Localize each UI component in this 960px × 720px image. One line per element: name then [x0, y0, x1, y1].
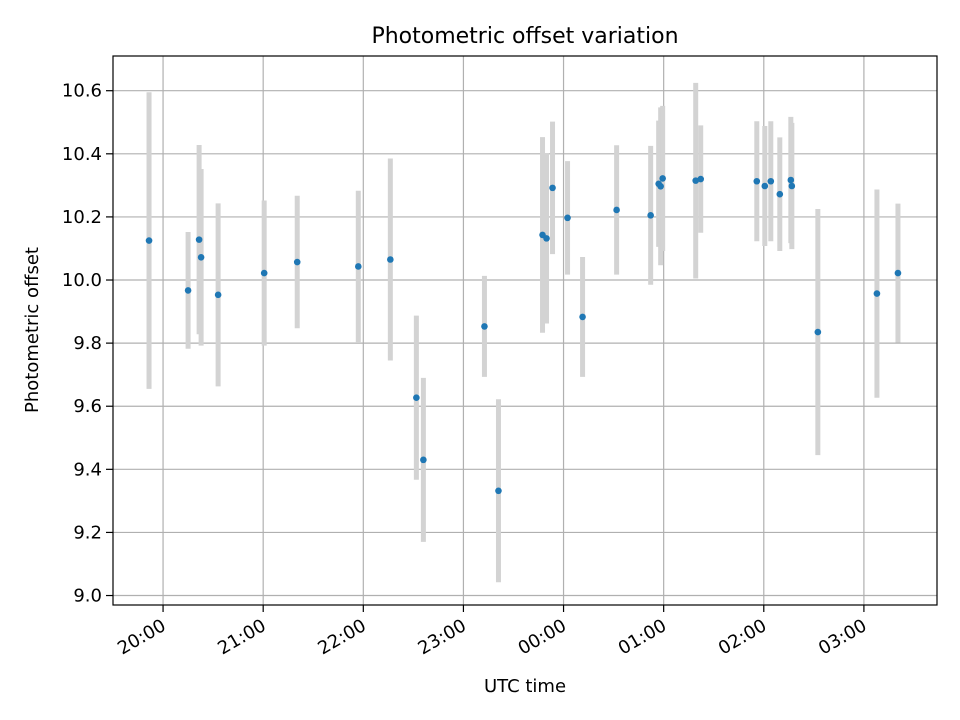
y-tick-label: 10.6	[62, 81, 102, 102]
data-point	[420, 456, 427, 464]
data-point	[659, 175, 666, 182]
data-point	[481, 323, 488, 330]
data-point	[495, 487, 502, 495]
y-tick-label: 10.0	[62, 270, 102, 291]
data-point	[647, 212, 654, 219]
data-point	[873, 290, 881, 297]
plot-frame	[112, 55, 938, 606]
data-point	[753, 177, 761, 185]
y-axis-ticks: 9.0 9.2 9.4 9.6 9.8 10.0 10.2 10.4 10.6	[62, 81, 113, 607]
data-point	[543, 235, 550, 242]
grid-lines	[113, 56, 937, 605]
y-tick-label: 9.2	[73, 522, 102, 543]
y-tick-label: 10.2	[62, 207, 102, 228]
data-point	[692, 177, 700, 184]
data-point	[613, 206, 620, 214]
data-point	[657, 183, 664, 190]
y-tick-label: 9.8	[73, 333, 102, 354]
data-points	[145, 175, 902, 495]
data-point	[776, 190, 784, 198]
data-point	[413, 394, 420, 402]
chart-title: Photometric offset variation	[371, 24, 678, 49]
x-axis-label: UTC time	[484, 676, 566, 697]
data-point	[260, 269, 268, 277]
data-point	[788, 182, 796, 190]
data-point	[145, 237, 153, 244]
data-point	[761, 182, 769, 190]
data-point	[387, 256, 394, 263]
y-tick-label: 10.4	[62, 144, 102, 165]
data-point	[354, 263, 362, 270]
y-tick-label: 9.6	[73, 396, 102, 417]
data-point	[564, 214, 571, 222]
data-point	[697, 175, 705, 183]
data-point	[814, 328, 822, 336]
data-point	[197, 253, 205, 261]
data-point	[214, 291, 222, 299]
y-axis-label: Photometric offset	[22, 247, 43, 413]
data-point	[579, 313, 586, 321]
data-point	[787, 176, 795, 184]
data-point	[767, 177, 775, 185]
data-point	[195, 236, 203, 243]
y-tick-label: 9.0	[73, 586, 102, 607]
data-point	[549, 184, 556, 192]
data-point	[894, 269, 902, 277]
data-point	[293, 258, 301, 266]
y-tick-label: 9.4	[73, 459, 102, 480]
data-point	[184, 287, 192, 294]
